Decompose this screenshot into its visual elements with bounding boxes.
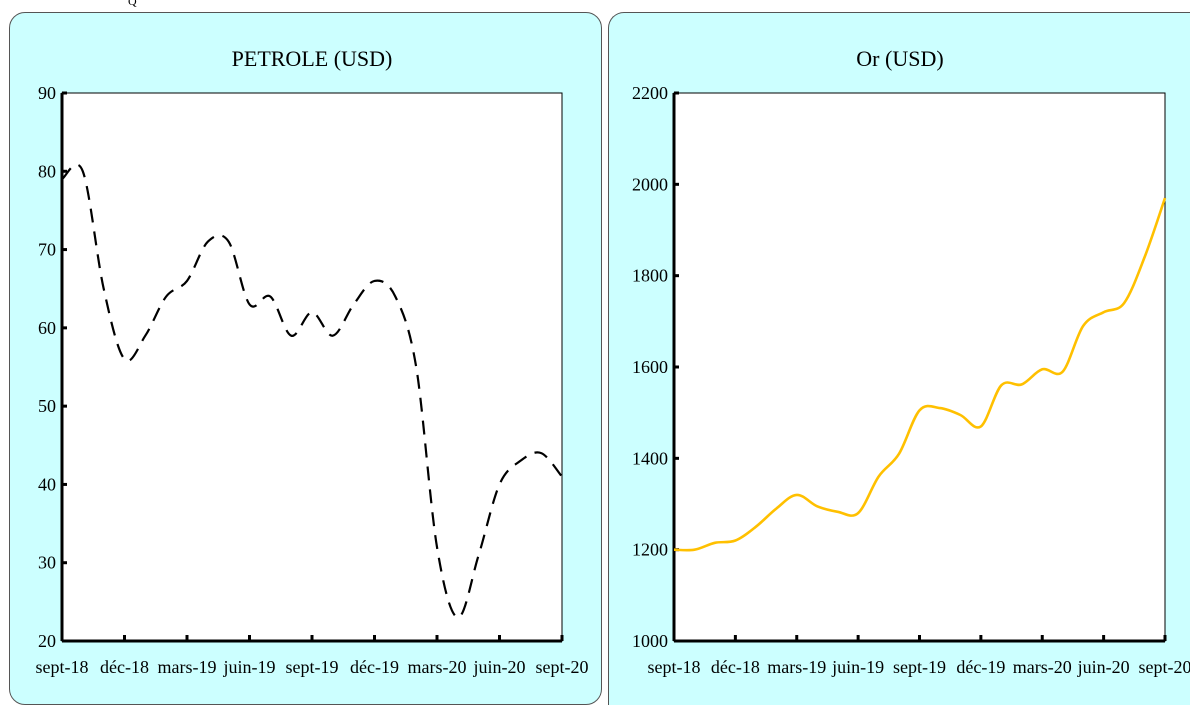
oil-y-tick-label: 70 xyxy=(38,240,56,260)
gold-x-tick-label: mars-19 xyxy=(767,657,826,677)
oil-y-tick-label: 60 xyxy=(38,318,56,338)
gold-x-tick-label: mars-20 xyxy=(1013,657,1072,677)
gold-x-tick-label: sept-19 xyxy=(893,657,946,677)
oil-x-tick-label: mars-19 xyxy=(158,657,217,677)
oil-y-tick-label: 90 xyxy=(38,83,56,103)
gold-x-tick-label: déc-18 xyxy=(711,657,760,677)
oil-x-tick-label: juin-19 xyxy=(223,657,276,677)
oil-y-tick-label: 20 xyxy=(38,631,56,651)
oil-y-tick-label: 80 xyxy=(38,161,56,181)
oil-x-tick-label: déc-18 xyxy=(100,657,149,677)
gold-y-tick-label: 1400 xyxy=(632,448,668,468)
gold-chart-title: Or (USD) xyxy=(856,46,943,71)
gold-marks: 2200 2000 1800 1600 1400 1200 1000 sept-18 déc-1… xyxy=(632,83,1190,677)
oil-x-tick-label: sept-19 xyxy=(286,657,339,677)
gold-plot-area xyxy=(673,92,1166,642)
oil-chart-title: PETROLE (USD) xyxy=(232,46,393,71)
oil-y-tick-label: 30 xyxy=(38,553,56,573)
oil-x-tick-label: sept-18 xyxy=(36,657,89,677)
oil-y-tick-label: 50 xyxy=(38,396,56,416)
gold-y-tick-label: 2000 xyxy=(632,174,668,194)
gold-x-tick-label: sept-20 xyxy=(1139,657,1190,677)
oil-x-tick-label: déc-19 xyxy=(350,657,399,677)
oil-y-tick-label: 40 xyxy=(38,474,56,494)
gold-y-tick-label: 1800 xyxy=(632,266,668,286)
gold-x-tick-label: déc-19 xyxy=(956,657,1005,677)
oil-marks: 90 80 70 60 50 40 30 20 sept-18 déc-18 mars-19 juin… xyxy=(36,83,589,677)
top-cropped-glyph: Q xyxy=(128,0,137,8)
oil-x-tick-label: sept-20 xyxy=(536,657,589,677)
gold-x-tick-label: juin-20 xyxy=(1077,657,1130,677)
gold-x-tick-label: sept-18 xyxy=(648,657,701,677)
gold-y-tick-label: 1200 xyxy=(632,540,668,560)
gold-x-tick-label: juin-19 xyxy=(831,657,884,677)
oil-x-tick-label: juin-20 xyxy=(473,657,526,677)
gold-y-tick-label: 1600 xyxy=(632,357,668,377)
gold-y-tick-label: 1000 xyxy=(632,631,668,651)
gold-y-tick-label: 2200 xyxy=(632,83,668,103)
oil-x-tick-label: mars-20 xyxy=(408,657,467,677)
gold-series-line xyxy=(673,197,1167,552)
oil-series-line xyxy=(61,163,563,619)
